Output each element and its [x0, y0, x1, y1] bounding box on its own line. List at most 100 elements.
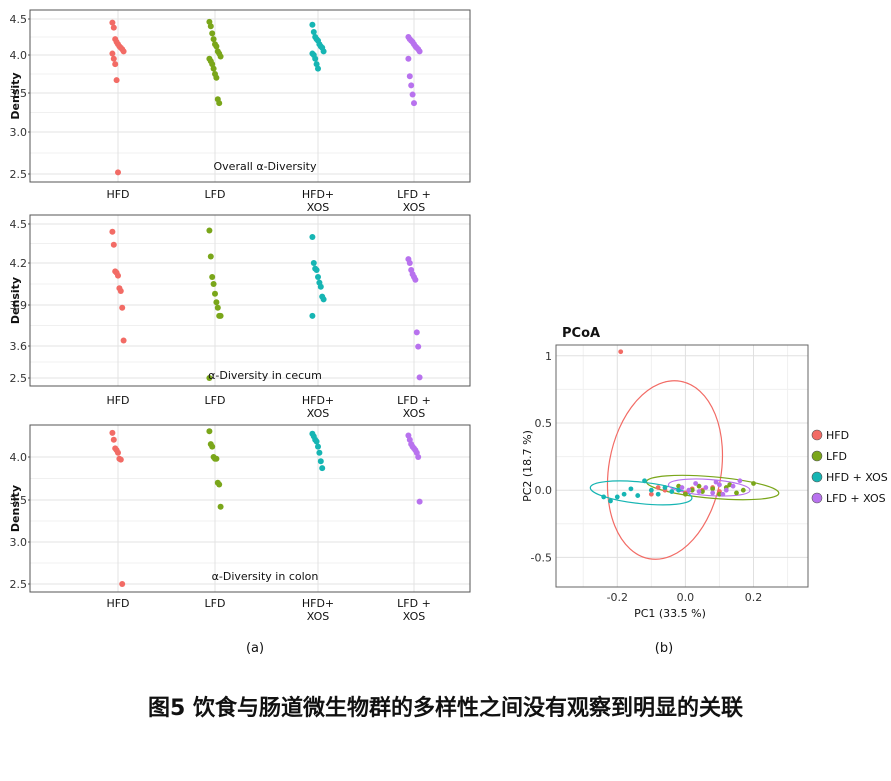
- data-point: [320, 296, 327, 303]
- x-category-label: LFD + XOS: [397, 597, 431, 623]
- data-point: [406, 73, 413, 80]
- y-tick-label: 2.5: [10, 578, 28, 591]
- pcoa-point: [683, 491, 688, 497]
- x-category-label: LFD: [205, 394, 226, 407]
- data-point: [117, 288, 124, 294]
- pcoa-legend: HFD LFD HFD + XOS LFD + XOS: [811, 429, 888, 505]
- x-category-label: HFD+ XOS: [302, 597, 334, 623]
- data-point: [213, 455, 220, 462]
- data-point: [110, 55, 117, 62]
- y-axis-label: Density: [9, 72, 22, 119]
- data-point: [110, 241, 117, 248]
- data-point: [217, 503, 224, 510]
- strip-panel-2: 2.5 3.6 3.9 4.2 4.5 Density α-Diversity in cec…: [9, 214, 471, 420]
- panel-label-a: (a): [246, 641, 264, 656]
- panel-background: [30, 425, 470, 592]
- y-tick-label: 4.2: [10, 257, 28, 270]
- pcoa-point: [740, 487, 746, 493]
- x-category-label: LFD + XOS: [397, 188, 431, 214]
- data-point: [207, 253, 214, 260]
- data-point: [217, 53, 224, 60]
- pcoa-point: [723, 487, 729, 493]
- data-point: [409, 91, 416, 98]
- y-tick-label: 3.9: [10, 299, 28, 312]
- panel-annotation: α-Diversity in cecum: [208, 369, 322, 382]
- data-point: [413, 329, 420, 336]
- data-point: [214, 304, 221, 311]
- pcoa-point: [601, 494, 607, 500]
- data-point: [212, 290, 218, 297]
- data-point: [109, 228, 116, 235]
- y-axis-label: Density: [9, 485, 22, 532]
- pcoa-point: [614, 494, 620, 500]
- data-point: [310, 260, 317, 266]
- pcoa-point: [608, 498, 613, 504]
- data-point: [209, 30, 216, 37]
- data-point: [119, 304, 126, 311]
- y-tick-label: 2.5: [10, 168, 28, 181]
- data-point: [109, 19, 116, 26]
- pcoa-point: [693, 481, 699, 486]
- pcoa-point: [717, 482, 722, 488]
- pcoa-x-tick-label: 0.2: [745, 591, 763, 604]
- panel-annotation: Overall α-Diversity: [214, 160, 317, 173]
- data-point: [309, 234, 316, 240]
- data-point: [206, 375, 213, 381]
- data-point: [110, 24, 117, 31]
- data-point: [209, 443, 216, 450]
- x-category-label: HFD: [106, 188, 129, 201]
- data-point: [415, 343, 422, 350]
- y-tick-label: 2.5: [10, 372, 28, 385]
- y-tick-label: 3.5: [10, 494, 28, 507]
- data-point: [207, 23, 214, 30]
- data-point: [416, 48, 423, 55]
- pcoa-point: [618, 349, 624, 355]
- panel-background: [30, 10, 470, 182]
- pcoa-background: [556, 345, 808, 587]
- data-point: [313, 61, 320, 68]
- data-point: [315, 65, 321, 72]
- data-point: [109, 429, 116, 436]
- pcoa-point: [642, 478, 647, 484]
- pcoa-point: [662, 485, 668, 490]
- pcoa-point: [720, 491, 726, 497]
- data-point: [412, 276, 419, 283]
- data-point: [213, 43, 220, 50]
- pcoa-point: [734, 490, 739, 496]
- pcoa-x-tick-label: -0.2: [607, 591, 628, 604]
- pcoa-point: [696, 483, 702, 489]
- legend-label: HFD: [826, 429, 849, 442]
- pcoa-ellipse: [589, 480, 693, 506]
- data-point: [416, 498, 423, 505]
- data-point: [213, 299, 220, 306]
- pcoa-point: [717, 491, 722, 497]
- pcoa-point: [621, 491, 627, 497]
- y-tick-label: 3.6: [10, 340, 28, 353]
- pcoa-point: [655, 491, 661, 497]
- pcoa-point: [700, 489, 705, 494]
- data-point: [115, 272, 121, 279]
- data-point: [206, 227, 213, 234]
- pcoa-point: [648, 487, 654, 493]
- pcoa-x-tick-label: 0.0: [677, 591, 695, 604]
- data-point: [210, 281, 217, 287]
- data-point: [115, 449, 121, 456]
- data-point: [216, 481, 223, 488]
- x-category-label: LFD + XOS: [397, 394, 431, 420]
- x-category-label: HFD: [106, 597, 129, 610]
- y-tick-label: 4.0: [10, 451, 28, 464]
- data-point: [408, 82, 415, 89]
- pcoa-ellipse: [606, 380, 724, 560]
- pcoa-point: [710, 490, 716, 496]
- x-category-label: LFD: [205, 188, 226, 201]
- data-point: [119, 581, 126, 587]
- panel-border: [29, 9, 471, 183]
- pcoa-y-tick-label: 0.0: [535, 484, 553, 497]
- figure-caption: 图5 饮食与肠道微生物群的多样性之间没有观察到明显的关联: [148, 696, 743, 721]
- pcoa-point: [703, 485, 709, 490]
- pcoa-point: [648, 491, 654, 497]
- legend-swatch: [811, 492, 823, 504]
- strip-panel-3: 2.5 3.0 3.5 4.0 Density α-Diversity in colon H…: [9, 424, 471, 623]
- data-point: [206, 428, 213, 435]
- pcoa-point: [696, 489, 702, 494]
